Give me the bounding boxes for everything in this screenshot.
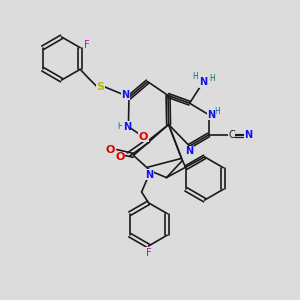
Text: O: O (105, 145, 115, 155)
Text: H: H (192, 72, 198, 81)
Text: N: N (185, 146, 194, 157)
Text: H: H (209, 74, 215, 82)
Text: F: F (146, 248, 151, 258)
Text: N: N (123, 122, 131, 132)
Text: N: N (207, 110, 216, 120)
Text: N: N (145, 169, 153, 180)
Text: O: O (115, 152, 125, 163)
Text: N: N (121, 89, 130, 100)
Text: N: N (199, 77, 207, 87)
Text: N: N (244, 130, 252, 140)
Text: O: O (139, 131, 148, 142)
Text: F: F (84, 40, 90, 50)
Text: S: S (97, 82, 105, 92)
Text: C: C (228, 130, 235, 140)
Text: H: H (214, 106, 220, 116)
Text: H: H (117, 122, 123, 131)
